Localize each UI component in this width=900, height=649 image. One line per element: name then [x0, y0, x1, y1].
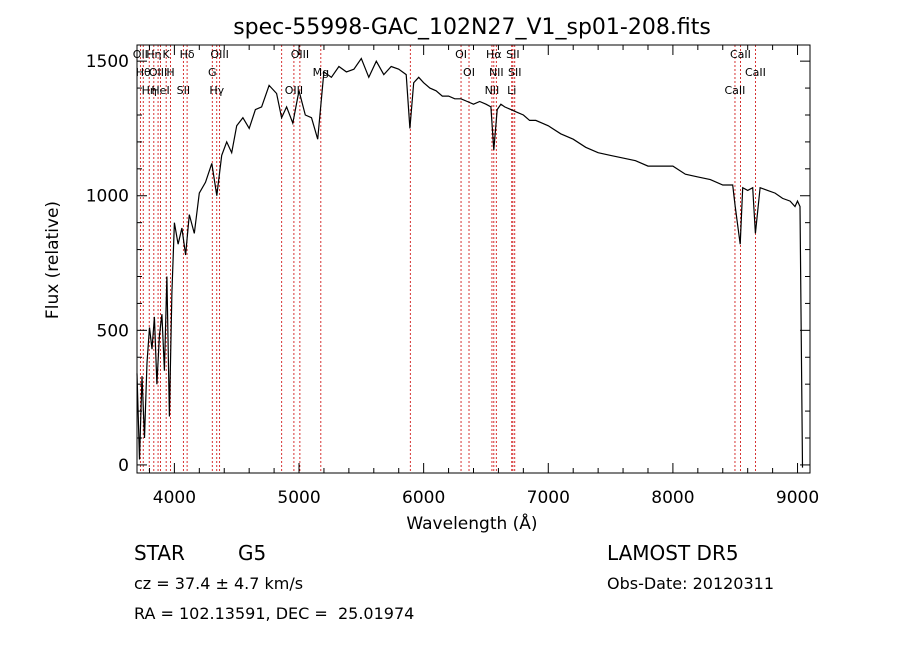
x-tick-label: 9000: [776, 488, 819, 508]
line-marker-label: SII: [508, 66, 521, 79]
line-marker-label: OIII: [291, 48, 309, 61]
redshift-velocity: cz = 37.4 ± 4.7 km/s: [134, 574, 304, 593]
y-tick-label: 500: [97, 321, 129, 341]
observation-date: Obs-Date: 20120311: [607, 574, 775, 593]
line-marker-label: Mg: [313, 66, 329, 79]
line-marker-label: Hη: [142, 84, 157, 97]
line-marker-label: G: [208, 66, 217, 79]
line-marker-label: CaII: [730, 48, 751, 61]
object-subclass: G5: [238, 541, 267, 565]
line-marker-label: NII: [485, 84, 500, 97]
line-marker-label: Hθ: [136, 66, 151, 79]
line-marker-label: HeI: [151, 84, 169, 97]
y-tick-label: 1500: [86, 52, 129, 72]
line-marker-label: K: [163, 48, 171, 61]
x-tick-label: 4000: [153, 488, 196, 508]
line-markers: [139, 45, 756, 473]
x-axis-label: Wavelength (Å): [406, 512, 537, 534]
line-marker-label: Li: [507, 84, 516, 97]
line-marker-label: H: [166, 66, 174, 79]
line-marker-label: SII: [506, 48, 519, 61]
coordinates: RA = 102.13591, DEC = 25.01974: [134, 604, 415, 623]
x-tick-label: 7000: [527, 488, 570, 508]
plot-frame: [136, 44, 811, 474]
x-tick-label: 5000: [277, 488, 320, 508]
line-marker-label: SII: [177, 84, 190, 97]
x-tick-label: 6000: [402, 488, 445, 508]
line-marker-label: CaII: [725, 84, 746, 97]
y-tick-label: 1000: [86, 187, 129, 207]
y-axis-ticks: 0 500 1000 1500: [86, 52, 810, 476]
survey-name: LAMOST DR5: [607, 541, 739, 565]
line-marker-label: OI: [455, 48, 467, 61]
y-axis-label: Flux (relative): [43, 201, 63, 319]
line-marker-labels: OIIHθHηHηOIIIHeIKHSIIHδGHγOIIIOIIIOIIIMg…: [133, 48, 766, 97]
line-marker-label: CaII: [745, 66, 766, 79]
object-class: STAR: [134, 541, 185, 565]
line-marker-label: NII: [489, 66, 504, 79]
x-axis-ticks: 4000 5000 6000 7000 8000 9000: [148, 45, 819, 508]
line-marker-label: OIII: [149, 66, 167, 79]
line-marker-label: Hδ: [180, 48, 195, 61]
chart-title: spec-55998-GAC_102N27_V1_sp01-208.fits: [233, 15, 711, 40]
spectrum-line: [136, 57, 804, 468]
y-tick-label: 0: [118, 456, 129, 476]
line-marker-label: Hγ: [209, 84, 224, 97]
line-marker-label: Hα: [486, 48, 502, 61]
line-marker-label: OI: [463, 66, 475, 79]
line-marker-label: Hη: [146, 48, 161, 61]
line-marker-label: OIII: [210, 48, 228, 61]
x-tick-label: 8000: [651, 488, 694, 508]
